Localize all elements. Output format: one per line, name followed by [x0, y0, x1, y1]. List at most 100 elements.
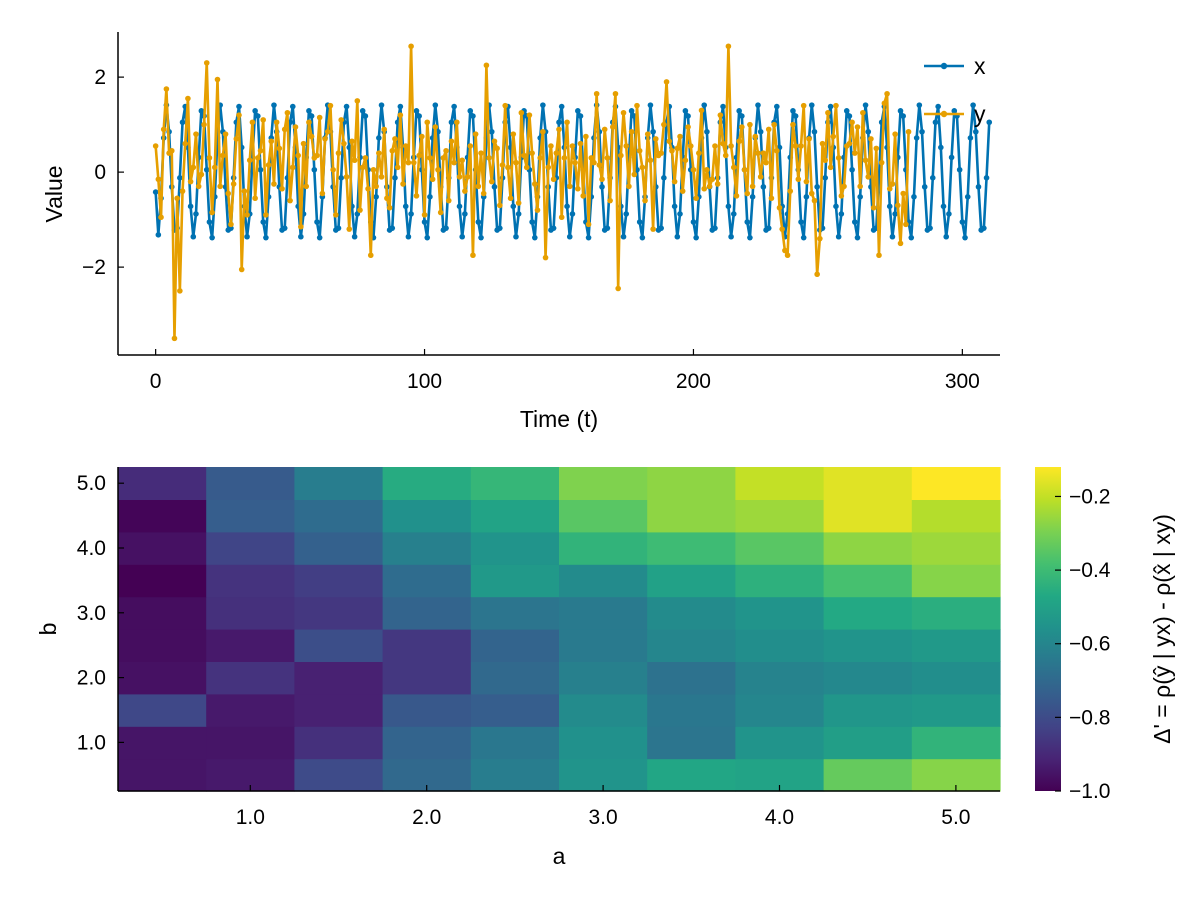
- point-y-1: [155, 176, 162, 183]
- point-y-146: [545, 164, 552, 171]
- heat-cell-5-8: [823, 596, 913, 630]
- point-y-181: [639, 164, 646, 171]
- heat-cell-2-9: [911, 693, 1001, 727]
- point-y-240: [798, 143, 804, 149]
- line-legend: xy: [924, 53, 986, 127]
- point-y-126: [491, 138, 498, 145]
- point-x-104: [432, 102, 439, 108]
- point-x-277: [897, 108, 904, 114]
- point-x-253: [833, 203, 839, 210]
- heat-cell-3-5: [559, 661, 648, 695]
- heat-cell-5-3: [382, 596, 472, 630]
- point-y-48: [281, 126, 288, 133]
- point-y-92: [400, 181, 406, 187]
- point-x-13: [187, 203, 194, 210]
- point-x-155: [569, 211, 576, 217]
- point-x-102: [427, 194, 433, 200]
- point-x-58: [308, 113, 315, 119]
- point-y-152: [561, 155, 568, 161]
- point-y-44: [271, 181, 277, 187]
- point-y-21: [209, 209, 215, 216]
- heat-cell-4-1: [206, 629, 295, 662]
- heat-cell-4-5: [559, 629, 648, 662]
- point-x-213: [725, 203, 732, 210]
- point-x-241: [800, 234, 807, 241]
- point-y-243: [806, 136, 812, 142]
- point-y-179: [634, 102, 640, 109]
- heat-y-tick-label: 1.0: [77, 731, 106, 754]
- point-y-246: [814, 271, 820, 278]
- point-y-214: [728, 143, 734, 149]
- point-y-113: [456, 174, 463, 180]
- point-y-162: [588, 155, 595, 161]
- point-x-297: [951, 108, 958, 114]
- point-y-40: [260, 117, 267, 123]
- point-y-262: [857, 183, 863, 190]
- point-x-289: [929, 175, 936, 181]
- point-x-204: [701, 102, 708, 108]
- point-x-95: [408, 211, 414, 217]
- heat-cell-8-6: [647, 499, 736, 533]
- point-x-184: [647, 102, 654, 108]
- point-x-195: [677, 211, 683, 217]
- heat-cell-9-5: [559, 467, 648, 500]
- point-x-31: [236, 103, 242, 110]
- point-y-52: [292, 124, 299, 130]
- point-y-65: [327, 102, 334, 109]
- heat-cell-1-4: [470, 726, 560, 760]
- heat-cell-9-9: [911, 467, 1001, 500]
- point-x-217: [736, 108, 742, 114]
- point-y-79: [365, 185, 371, 192]
- point-y-14: [190, 164, 197, 171]
- line-y-tick-label: −2: [82, 256, 106, 279]
- point-x-194: [674, 233, 681, 240]
- point-y-156: [572, 159, 578, 166]
- point-y-18: [201, 121, 207, 128]
- point-y-19: [203, 60, 210, 66]
- point-y-58: [308, 133, 315, 140]
- point-x-82: [373, 194, 379, 200]
- point-y-233: [779, 226, 785, 232]
- heat-cell-9-4: [470, 467, 560, 500]
- point-x-54: [298, 233, 304, 240]
- point-x-296: [948, 154, 955, 161]
- heat-cell-6-0: [118, 564, 207, 598]
- point-y-149: [553, 150, 560, 156]
- point-x-108: [443, 225, 449, 231]
- point-y-247: [817, 235, 823, 242]
- point-y-10: [179, 188, 186, 194]
- point-y-87: [386, 204, 393, 211]
- point-x-126: [491, 184, 498, 190]
- point-x-254: [835, 233, 842, 240]
- point-y-230: [771, 121, 777, 128]
- point-y-163: [591, 159, 597, 166]
- point-y-231: [774, 147, 780, 154]
- point-y-93: [402, 143, 409, 149]
- heat-cell-4-6: [647, 629, 736, 662]
- point-y-53: [295, 152, 301, 159]
- line-x-tick-label: 200: [676, 370, 711, 393]
- point-y-27: [225, 190, 232, 197]
- point-y-263: [860, 109, 866, 116]
- point-x-111: [451, 103, 457, 110]
- point-y-34: [244, 212, 250, 218]
- point-x-153: [564, 203, 570, 210]
- point-x-295: [946, 211, 952, 217]
- heat-x-tick-label: 2.0: [412, 806, 441, 829]
- point-x-265: [865, 128, 872, 135]
- point-x-114: [459, 233, 466, 240]
- point-y-200: [690, 166, 697, 173]
- point-x-281: [908, 234, 915, 241]
- colorbar-tick-label: −0.6: [1069, 633, 1110, 656]
- point-y-150: [556, 126, 562, 133]
- point-x-158: [577, 113, 584, 119]
- point-x-39: [257, 166, 264, 173]
- point-y-25: [220, 152, 226, 159]
- point-y-273: [886, 185, 893, 192]
- point-y-29: [230, 181, 237, 187]
- point-x-57: [306, 108, 312, 114]
- heat-cell-2-1: [206, 693, 295, 727]
- heat-cell-2-6: [647, 693, 736, 727]
- colorbar-tick-label: −0.4: [1069, 559, 1111, 582]
- point-x-260: [851, 219, 858, 225]
